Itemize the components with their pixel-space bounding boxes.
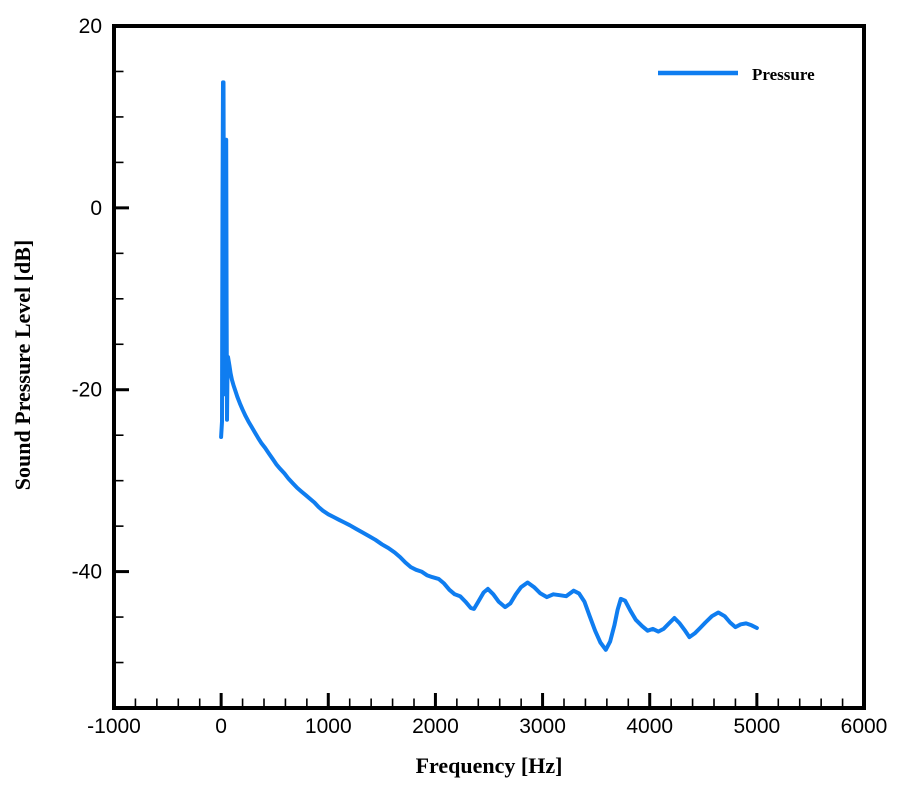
legend-label: Pressure xyxy=(752,65,815,84)
x-tick-label: 0 xyxy=(215,715,227,738)
minor-ticks xyxy=(116,70,844,706)
data-series xyxy=(219,80,759,652)
x-tick-label: 6000 xyxy=(841,715,888,738)
x-tick-label: 4000 xyxy=(626,715,673,738)
y-tick-label: 0 xyxy=(90,197,102,220)
y-tick-label: 20 xyxy=(79,15,102,38)
pressure-curve xyxy=(219,80,759,652)
y-tick-label: -20 xyxy=(72,379,102,402)
x-tick-label: 3000 xyxy=(519,715,566,738)
x-tick-label: 5000 xyxy=(733,715,780,738)
x-tick-label: 1000 xyxy=(305,715,352,738)
tick-labels: -1000 0 1000 2000 3000 4000 5000 6000 20 0 -20 -40 xyxy=(72,15,888,738)
x-tick-label: -1000 xyxy=(87,715,141,738)
y-tick-label: -40 xyxy=(72,561,102,584)
x-tick-label: 2000 xyxy=(412,715,459,738)
plot-frame xyxy=(112,24,866,710)
legend: Pressure xyxy=(658,65,815,84)
y-axis-title: Sound Pressure Level [dB] xyxy=(10,240,35,490)
x-axis-title: Frequency [Hz] xyxy=(416,753,563,778)
